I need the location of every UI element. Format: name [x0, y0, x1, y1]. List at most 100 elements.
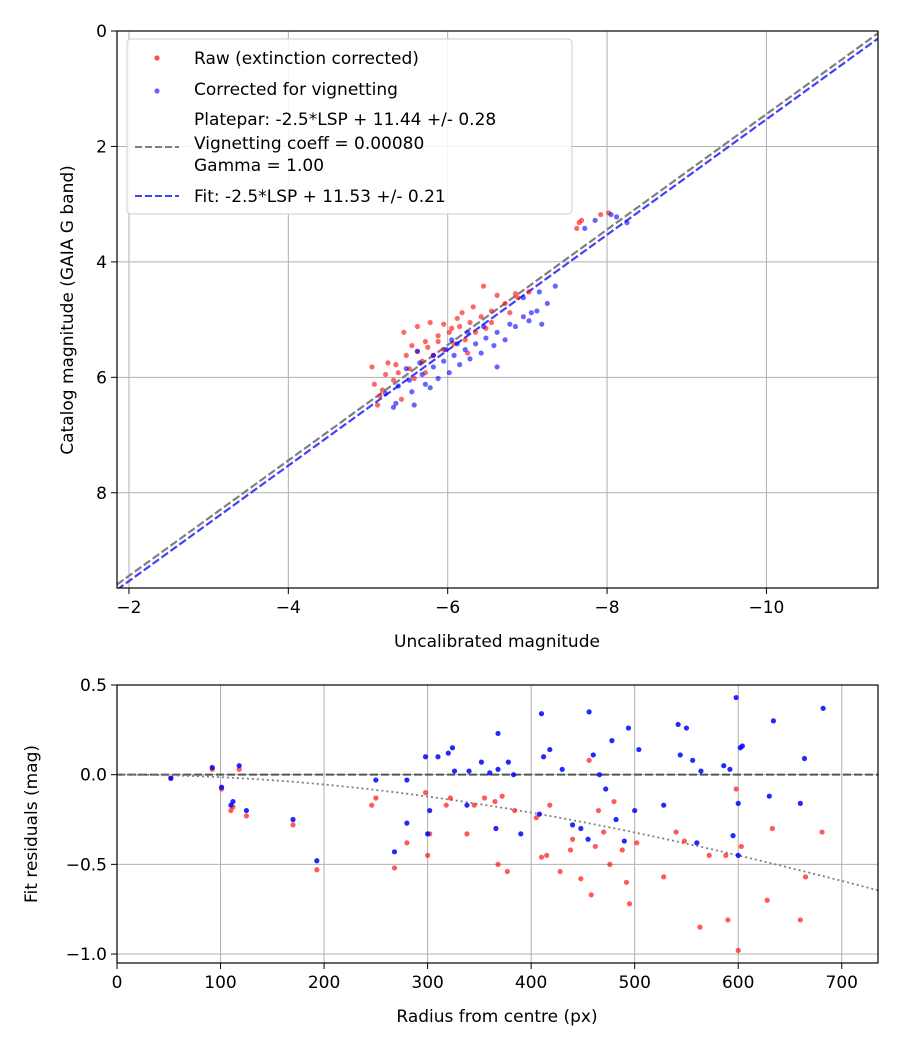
corrected-point — [491, 342, 497, 349]
bottom-x-tick-label: 200 — [308, 973, 340, 993]
bottom-x-tick-label: 600 — [722, 973, 754, 993]
top-x-tick-label: −2 — [116, 598, 141, 618]
raw-residual-point — [567, 847, 574, 853]
bottom-x-tick-label: 100 — [204, 973, 236, 993]
corrected-residual-point — [510, 772, 517, 778]
raw-residual-point — [511, 807, 518, 814]
raw-residual-point — [769, 825, 775, 832]
raw-residual-point — [447, 795, 453, 801]
corrected-residual-point — [770, 718, 777, 724]
corrected-residual-point — [427, 807, 433, 814]
corrected-point — [462, 347, 468, 353]
corrected-residual-point — [632, 807, 638, 814]
top-ticks: −2 −4 −6 −8 −10 0 2 4 6 8 — [96, 22, 784, 618]
raw-point — [488, 319, 495, 326]
corrected-residual-point — [636, 746, 642, 753]
raw-point — [425, 344, 431, 350]
raw-residual-point — [735, 947, 741, 954]
raw-point — [502, 300, 508, 307]
raw-point — [435, 333, 441, 339]
top-scatter-points — [369, 210, 630, 410]
raw-residual-point — [595, 807, 602, 814]
raw-residual-point — [533, 815, 539, 821]
corrected-residual-point — [505, 759, 511, 765]
corrected-residual-point — [698, 768, 704, 774]
raw-point — [507, 310, 513, 316]
corrected-point — [449, 337, 455, 343]
bottom-x-tick-label: 400 — [515, 973, 547, 993]
raw-point — [374, 402, 381, 408]
raw-residual-point — [681, 838, 687, 844]
corrected-point — [435, 375, 441, 382]
corrected-residual-point — [536, 811, 543, 817]
bottom-x-tick-label: 700 — [826, 973, 858, 993]
corrected-point — [534, 308, 540, 314]
corrected-point — [544, 300, 550, 307]
raw-residual-point — [290, 822, 296, 828]
raw-residual-point — [592, 843, 598, 850]
corrected-residual-point — [730, 833, 736, 839]
top-y-tick-label: 8 — [96, 484, 107, 504]
raw-point — [457, 323, 463, 330]
corrected-residual-point — [797, 800, 803, 806]
corrected-point — [472, 341, 479, 347]
raw-residual-point — [492, 798, 498, 805]
corrected-residual-point — [733, 694, 739, 701]
raw-residual-point — [733, 786, 739, 792]
corrected-residual-point — [493, 825, 499, 832]
corrected-point — [403, 366, 409, 372]
raw-residual-point — [626, 901, 633, 907]
raw-residual-point — [425, 852, 431, 858]
top-y-tick-label: 4 — [96, 253, 107, 273]
corrected-residual-point — [621, 838, 627, 844]
raw-residual-point — [391, 865, 398, 871]
corrected-residual-point — [578, 825, 584, 832]
top-x-tick-label: −4 — [276, 598, 301, 618]
corrected-point — [382, 390, 389, 397]
raw-residual-point — [623, 879, 630, 885]
raw-residual-point — [611, 798, 617, 805]
raw-point — [401, 329, 407, 335]
corrected-point — [614, 214, 620, 220]
corrected-residual-point — [209, 764, 215, 771]
raw-point — [478, 314, 484, 320]
corrected-point — [608, 211, 614, 218]
corrected-residual-point — [613, 816, 619, 823]
bottom-x-tick-label: 500 — [618, 973, 650, 993]
raw-point — [411, 375, 417, 382]
raw-residual-point — [697, 924, 703, 930]
corrected-point — [422, 381, 428, 387]
raw-point — [393, 362, 399, 368]
legend-gamma-label: Gamma = 1.00 — [194, 156, 324, 176]
raw-residual-point — [443, 802, 449, 808]
raw-point — [515, 295, 521, 301]
corrected-point — [478, 350, 484, 356]
corrected-residual-point — [495, 766, 501, 772]
bottom-scatter-points — [168, 694, 826, 954]
raw-residual-point — [314, 867, 320, 873]
corrected-residual-point — [690, 757, 696, 763]
raw-point — [409, 342, 415, 349]
corrected-residual-point — [677, 752, 683, 758]
corrected-point — [395, 383, 401, 389]
corrected-point — [536, 289, 542, 295]
corrected-residual-point — [518, 831, 524, 837]
corrected-point — [430, 352, 436, 358]
top-y-tick-label: 2 — [96, 137, 107, 157]
corrected-residual-point — [538, 711, 545, 717]
corrected-residual-point — [314, 858, 320, 864]
corrected-residual-point — [478, 759, 485, 765]
raw-point — [382, 371, 389, 378]
raw-residual-point — [499, 793, 505, 799]
raw-residual-point — [373, 795, 379, 801]
raw-residual-point — [504, 868, 510, 875]
legend-platepar-label: Platepar: -2.5*LSP + 11.44 +/- 0.28 — [194, 110, 496, 130]
corrected-point — [483, 335, 489, 341]
top-x-axis-label: Uncalibrated magnitude — [394, 632, 600, 652]
raw-residual-point — [673, 829, 679, 835]
bottom-reference-lines — [117, 773, 879, 892]
corrected-point — [419, 371, 425, 378]
corrected-residual-point — [569, 822, 576, 828]
raw-residual-point — [601, 829, 607, 835]
